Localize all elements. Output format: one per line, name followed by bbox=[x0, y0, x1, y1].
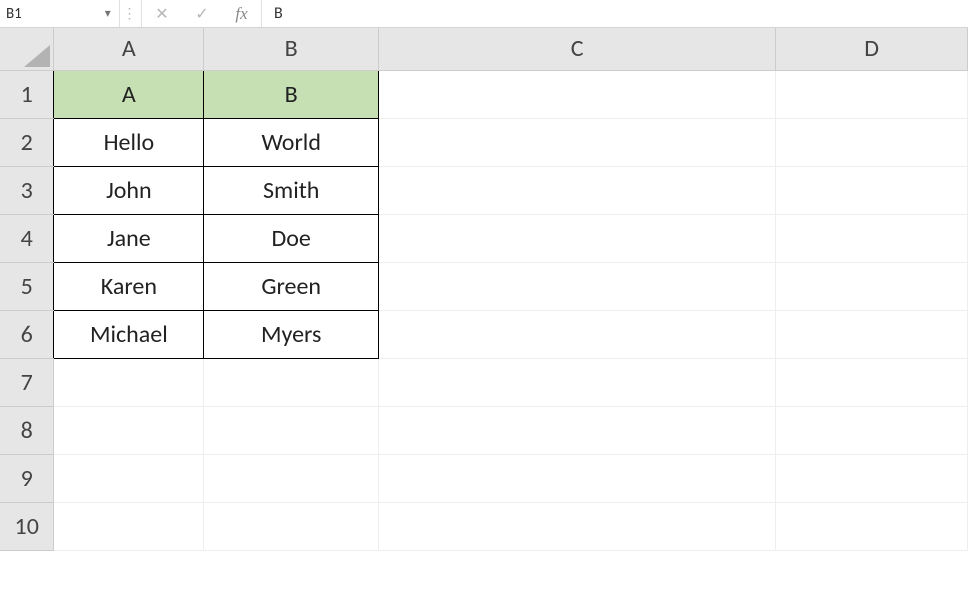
cell-B4[interactable]: Doe bbox=[204, 214, 379, 262]
cell-C5[interactable] bbox=[379, 262, 776, 310]
sheet-table: A B C D 1 A B 2 Hello World 3 John Smith bbox=[0, 28, 968, 551]
cell-C4[interactable] bbox=[379, 214, 776, 262]
cell-A4[interactable]: Jane bbox=[54, 214, 204, 262]
cell-B8[interactable] bbox=[204, 406, 379, 454]
row-header-3[interactable]: 3 bbox=[0, 166, 54, 214]
column-header-D[interactable]: D bbox=[776, 28, 968, 70]
cell-A2[interactable]: Hello bbox=[54, 118, 204, 166]
cell-A1[interactable]: A bbox=[54, 70, 204, 118]
cell-C3[interactable] bbox=[379, 166, 776, 214]
cell-D4[interactable] bbox=[776, 214, 968, 262]
cell-A8[interactable] bbox=[54, 406, 204, 454]
cell-C7[interactable] bbox=[379, 358, 776, 406]
column-header-B[interactable]: B bbox=[204, 28, 379, 70]
name-box[interactable] bbox=[6, 5, 100, 23]
enter-formula-button[interactable]: ✓ bbox=[182, 0, 222, 27]
insert-function-button[interactable]: fx bbox=[222, 0, 262, 27]
cell-D1[interactable] bbox=[776, 70, 968, 118]
cell-A5[interactable]: Karen bbox=[54, 262, 204, 310]
spreadsheet-grid: A B C D 1 A B 2 Hello World 3 John Smith bbox=[0, 28, 968, 551]
cell-C10[interactable] bbox=[379, 502, 776, 550]
cell-D5[interactable] bbox=[776, 262, 968, 310]
cell-D10[interactable] bbox=[776, 502, 968, 550]
select-all-button[interactable] bbox=[0, 28, 54, 70]
cell-C1[interactable] bbox=[379, 70, 776, 118]
cell-B10[interactable] bbox=[204, 502, 379, 550]
cell-D9[interactable] bbox=[776, 454, 968, 502]
row-header-5[interactable]: 5 bbox=[0, 262, 54, 310]
cell-B6[interactable]: Myers bbox=[204, 310, 379, 358]
name-box-wrap[interactable]: ▾ bbox=[0, 0, 120, 27]
row-header-2[interactable]: 2 bbox=[0, 118, 54, 166]
cell-C6[interactable] bbox=[379, 310, 776, 358]
cell-D7[interactable] bbox=[776, 358, 968, 406]
cell-C8[interactable] bbox=[379, 406, 776, 454]
cell-B7[interactable] bbox=[204, 358, 379, 406]
cell-B2[interactable]: World bbox=[204, 118, 379, 166]
cell-B1[interactable]: B bbox=[204, 70, 379, 118]
cell-D3[interactable] bbox=[776, 166, 968, 214]
cell-A3[interactable]: John bbox=[54, 166, 204, 214]
cell-B9[interactable] bbox=[204, 454, 379, 502]
cancel-formula-button[interactable]: ✕ bbox=[142, 0, 182, 27]
row-header-10[interactable]: 10 bbox=[0, 502, 54, 550]
formula-bar: ▾ ⋮ ✕ ✓ fx bbox=[0, 0, 968, 28]
cell-A6[interactable]: Michael bbox=[54, 310, 204, 358]
cell-D2[interactable] bbox=[776, 118, 968, 166]
cell-D6[interactable] bbox=[776, 310, 968, 358]
row-header-9[interactable]: 9 bbox=[0, 454, 54, 502]
name-box-dropdown-icon[interactable]: ▾ bbox=[100, 6, 113, 21]
formula-bar-grip-icon: ⋮ bbox=[120, 0, 142, 27]
cell-C9[interactable] bbox=[379, 454, 776, 502]
row-header-4[interactable]: 4 bbox=[0, 214, 54, 262]
column-header-A[interactable]: A bbox=[54, 28, 204, 70]
row-header-1[interactable]: 1 bbox=[0, 70, 54, 118]
formula-input[interactable] bbox=[262, 0, 968, 27]
cell-A9[interactable] bbox=[54, 454, 204, 502]
cell-A7[interactable] bbox=[54, 358, 204, 406]
cell-A10[interactable] bbox=[54, 502, 204, 550]
row-header-8[interactable]: 8 bbox=[0, 406, 54, 454]
cell-B3[interactable]: Smith bbox=[204, 166, 379, 214]
column-header-C[interactable]: C bbox=[379, 28, 776, 70]
row-header-6[interactable]: 6 bbox=[0, 310, 54, 358]
row-header-7[interactable]: 7 bbox=[0, 358, 54, 406]
cell-C2[interactable] bbox=[379, 118, 776, 166]
cell-B5[interactable]: Green bbox=[204, 262, 379, 310]
cell-D8[interactable] bbox=[776, 406, 968, 454]
